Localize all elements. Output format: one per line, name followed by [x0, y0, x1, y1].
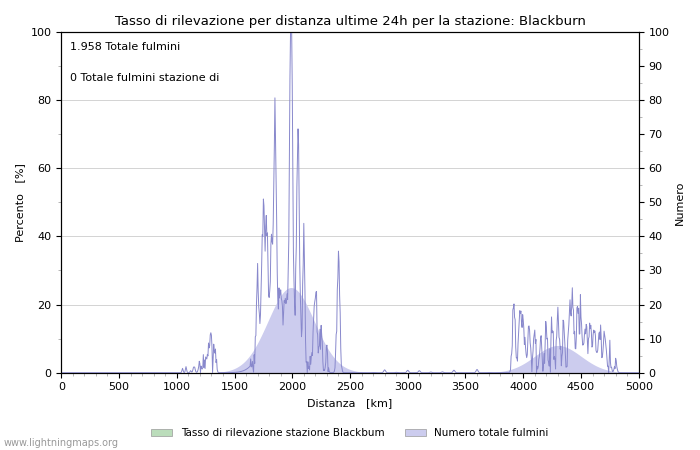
X-axis label: Distanza   [km]: Distanza [km]	[307, 398, 393, 408]
Legend: Tasso di rilevazione stazione Blackbum, Numero totale fulmini: Tasso di rilevazione stazione Blackbum, …	[147, 424, 553, 442]
Y-axis label: Numero: Numero	[675, 180, 685, 225]
Y-axis label: Percento   [%]: Percento [%]	[15, 163, 25, 242]
Title: Tasso di rilevazione per distanza ultime 24h per la stazione: Blackburn: Tasso di rilevazione per distanza ultime…	[115, 15, 585, 28]
Text: www.lightningmaps.org: www.lightningmaps.org	[4, 438, 118, 448]
Text: 0 Totale fulmini stazione di: 0 Totale fulmini stazione di	[70, 73, 219, 83]
Text: 1.958 Totale fulmini: 1.958 Totale fulmini	[70, 42, 180, 52]
